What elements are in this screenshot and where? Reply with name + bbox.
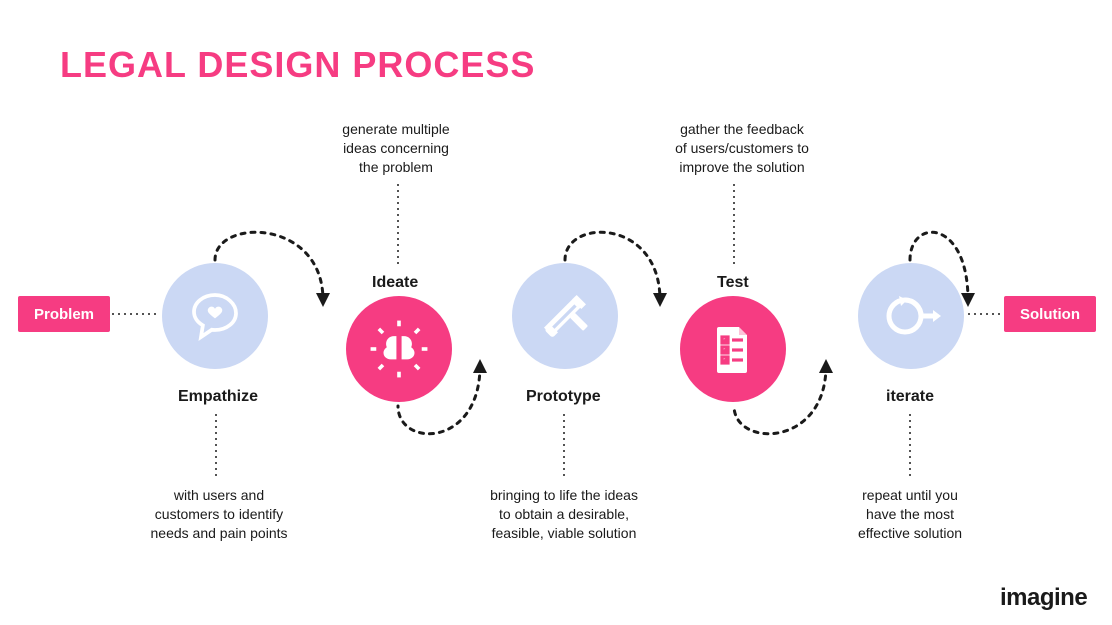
brand-logo: imagine	[1000, 584, 1087, 612]
brain-icon	[368, 318, 430, 380]
pencil-ruler-icon	[537, 288, 593, 344]
checklist-icon	[708, 321, 758, 377]
page-title: LEGAL DESIGN PROCESS	[60, 44, 535, 86]
desc-prototype: bringing to life the ideas to obtain a d…	[464, 486, 664, 543]
desc-ideate: generate multiple ideas concerning the p…	[316, 120, 476, 177]
step-circle-empathize	[162, 263, 268, 369]
step-circle-test	[680, 296, 786, 402]
step-label-empathize: Empathize	[178, 388, 258, 406]
step-label-iterate: iterate	[886, 388, 934, 406]
step-circle-iterate	[858, 263, 964, 369]
solution-tag: Solution	[1004, 296, 1096, 332]
step-circle-prototype	[512, 263, 618, 369]
step-circle-ideate	[346, 296, 452, 402]
problem-tag: Problem	[18, 296, 110, 332]
desc-iterate: repeat until you have the most effective…	[830, 486, 990, 543]
step-label-prototype: Prototype	[526, 388, 601, 406]
desc-empathize: with users and customers to identify nee…	[134, 486, 304, 543]
speech-heart-icon	[187, 288, 243, 344]
desc-test: gather the feedback of users/customers t…	[652, 120, 832, 177]
cycle-arrow-icon	[881, 291, 941, 341]
step-label-ideate: Ideate	[372, 274, 418, 292]
step-label-test: Test	[717, 274, 749, 292]
